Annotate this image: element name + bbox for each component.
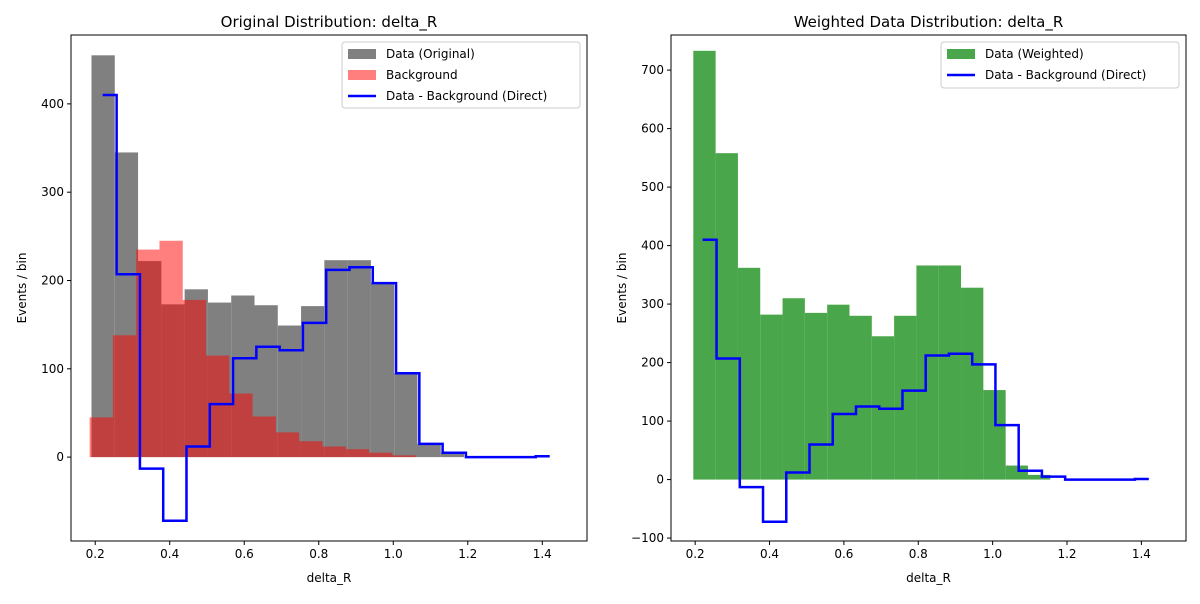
y-tick-label: 300: [641, 297, 664, 311]
histogram-bar: [112, 335, 137, 458]
x-tick-label: 1.4: [533, 547, 552, 561]
x-tick-label: 1.0: [983, 547, 1002, 561]
legend-swatch: [947, 49, 975, 59]
histogram-bar: [715, 153, 738, 480]
histogram-bar: [394, 373, 418, 458]
y-axis-label: Events / bin: [615, 253, 629, 324]
histogram-bar: [693, 50, 716, 480]
histogram-bar: [894, 315, 917, 480]
plot-area: [89, 55, 550, 522]
histogram-bar: [961, 287, 984, 480]
histogram-bar: [299, 441, 323, 458]
y-tick-label: 100: [41, 362, 64, 376]
histogram-bar: [277, 325, 302, 458]
histogram-bar: [782, 298, 805, 480]
y-tick-label: 0: [56, 450, 64, 464]
y-tick-label: 600: [641, 122, 664, 136]
legend-label: Data - Background (Direct): [386, 89, 547, 103]
y-tick-label: 0: [656, 473, 664, 487]
legend-swatch: [348, 49, 376, 59]
legend: Data (Original) Background Data - Backgrou…: [341, 41, 581, 109]
x-tick-label: 0.8: [309, 547, 328, 561]
histogram-bar: [275, 432, 300, 458]
histogram-bar: [417, 443, 441, 458]
legend: Data (Weighted) Data - Background (Direct…: [940, 41, 1180, 89]
histogram-bar: [1027, 474, 1051, 480]
y-tick-label: 100: [641, 414, 664, 428]
histogram-bar: [322, 446, 346, 458]
x-axis-label: delta_R: [307, 571, 352, 585]
x-tick-label: 1.0: [384, 547, 403, 561]
y-tick-label: 500: [641, 180, 664, 194]
histogram-bar: [916, 265, 939, 480]
legend-swatch: [348, 70, 376, 80]
histogram-bar: [760, 314, 783, 480]
legend-label: Background: [386, 68, 458, 82]
histogram-bar: [347, 260, 371, 458]
y-tick-label: 700: [641, 63, 664, 77]
x-tick-label: 0.4: [760, 547, 779, 561]
histogram-bar: [440, 452, 465, 458]
histogram-bar: [849, 315, 872, 480]
legend-label: Data (Weighted): [985, 47, 1084, 61]
x-tick-label: 0.6: [235, 547, 254, 561]
y-tick-label: 400: [41, 97, 64, 111]
y-tick-label: 300: [41, 185, 64, 199]
histogram-bar: [804, 312, 828, 480]
y-tick-label: 400: [641, 239, 664, 253]
histogram-bar: [345, 449, 370, 458]
axes-frame: [670, 34, 1187, 542]
histogram-bar: [252, 416, 276, 458]
chart-panel-2: 0.2 0.4 0.6 0.8 1.0 1.2 1.4 −100 0 100 200 300 400 50…: [615, 13, 1187, 585]
x-tick-label: 1.4: [1132, 547, 1151, 561]
y-tick-label: −100: [631, 531, 664, 545]
x-tick-label: 1.2: [1057, 547, 1076, 561]
histogram-bar: [938, 265, 962, 480]
step-line-data-minus-background: [102, 93, 550, 522]
series-2-bars: [89, 240, 416, 458]
axes-frame: [70, 34, 588, 542]
histogram-bar: [369, 452, 393, 458]
histogram-bar: [392, 455, 416, 458]
histogram-bar: [827, 304, 850, 480]
x-tick-label: 0.8: [909, 547, 928, 561]
y-tick-label: 200: [641, 356, 664, 370]
x-tick-label: 0.2: [686, 547, 705, 561]
chart-title: Original Distribution: delta_R: [221, 13, 438, 32]
x-axis-label: delta_R: [906, 571, 951, 585]
histogram-bar: [301, 306, 325, 458]
legend-label: Data - Background (Direct): [985, 68, 1146, 82]
step-line-data-minus-background: [702, 238, 1149, 523]
histogram-bar: [229, 393, 253, 458]
x-tick-label: 0.2: [86, 547, 105, 561]
histogram-bar: [89, 417, 113, 458]
histogram-bar: [91, 55, 115, 458]
y-tick-label: 200: [41, 273, 64, 287]
y-axis-label: Events / bin: [15, 253, 29, 324]
x-tick-label: 0.4: [160, 547, 179, 561]
chart-title: Weighted Data Distribution: delta_R: [794, 13, 1064, 32]
legend-box: [341, 41, 581, 109]
histogram-bar: [182, 299, 207, 458]
x-tick-label: 0.6: [834, 547, 853, 561]
histogram-bar: [324, 260, 348, 458]
histogram-bar: [983, 390, 1006, 480]
legend-label: Data (Original): [386, 47, 475, 61]
chart-panel-1: 0.2 0.4 0.6 0.8 1.0 1.2 1.4 0 100 200 300 400 Origin…: [15, 13, 588, 585]
histogram-bar: [370, 282, 395, 458]
legend-box: [940, 41, 1180, 89]
x-tick-label: 1.2: [458, 547, 477, 561]
series-1-bars: [693, 50, 1051, 480]
plot-area: [693, 50, 1149, 523]
histogram-bar: [1005, 465, 1028, 480]
histogram-bar: [737, 267, 761, 480]
histogram-bar: [206, 355, 230, 458]
histogram-bar: [159, 240, 183, 458]
histogram-bar: [136, 249, 160, 458]
